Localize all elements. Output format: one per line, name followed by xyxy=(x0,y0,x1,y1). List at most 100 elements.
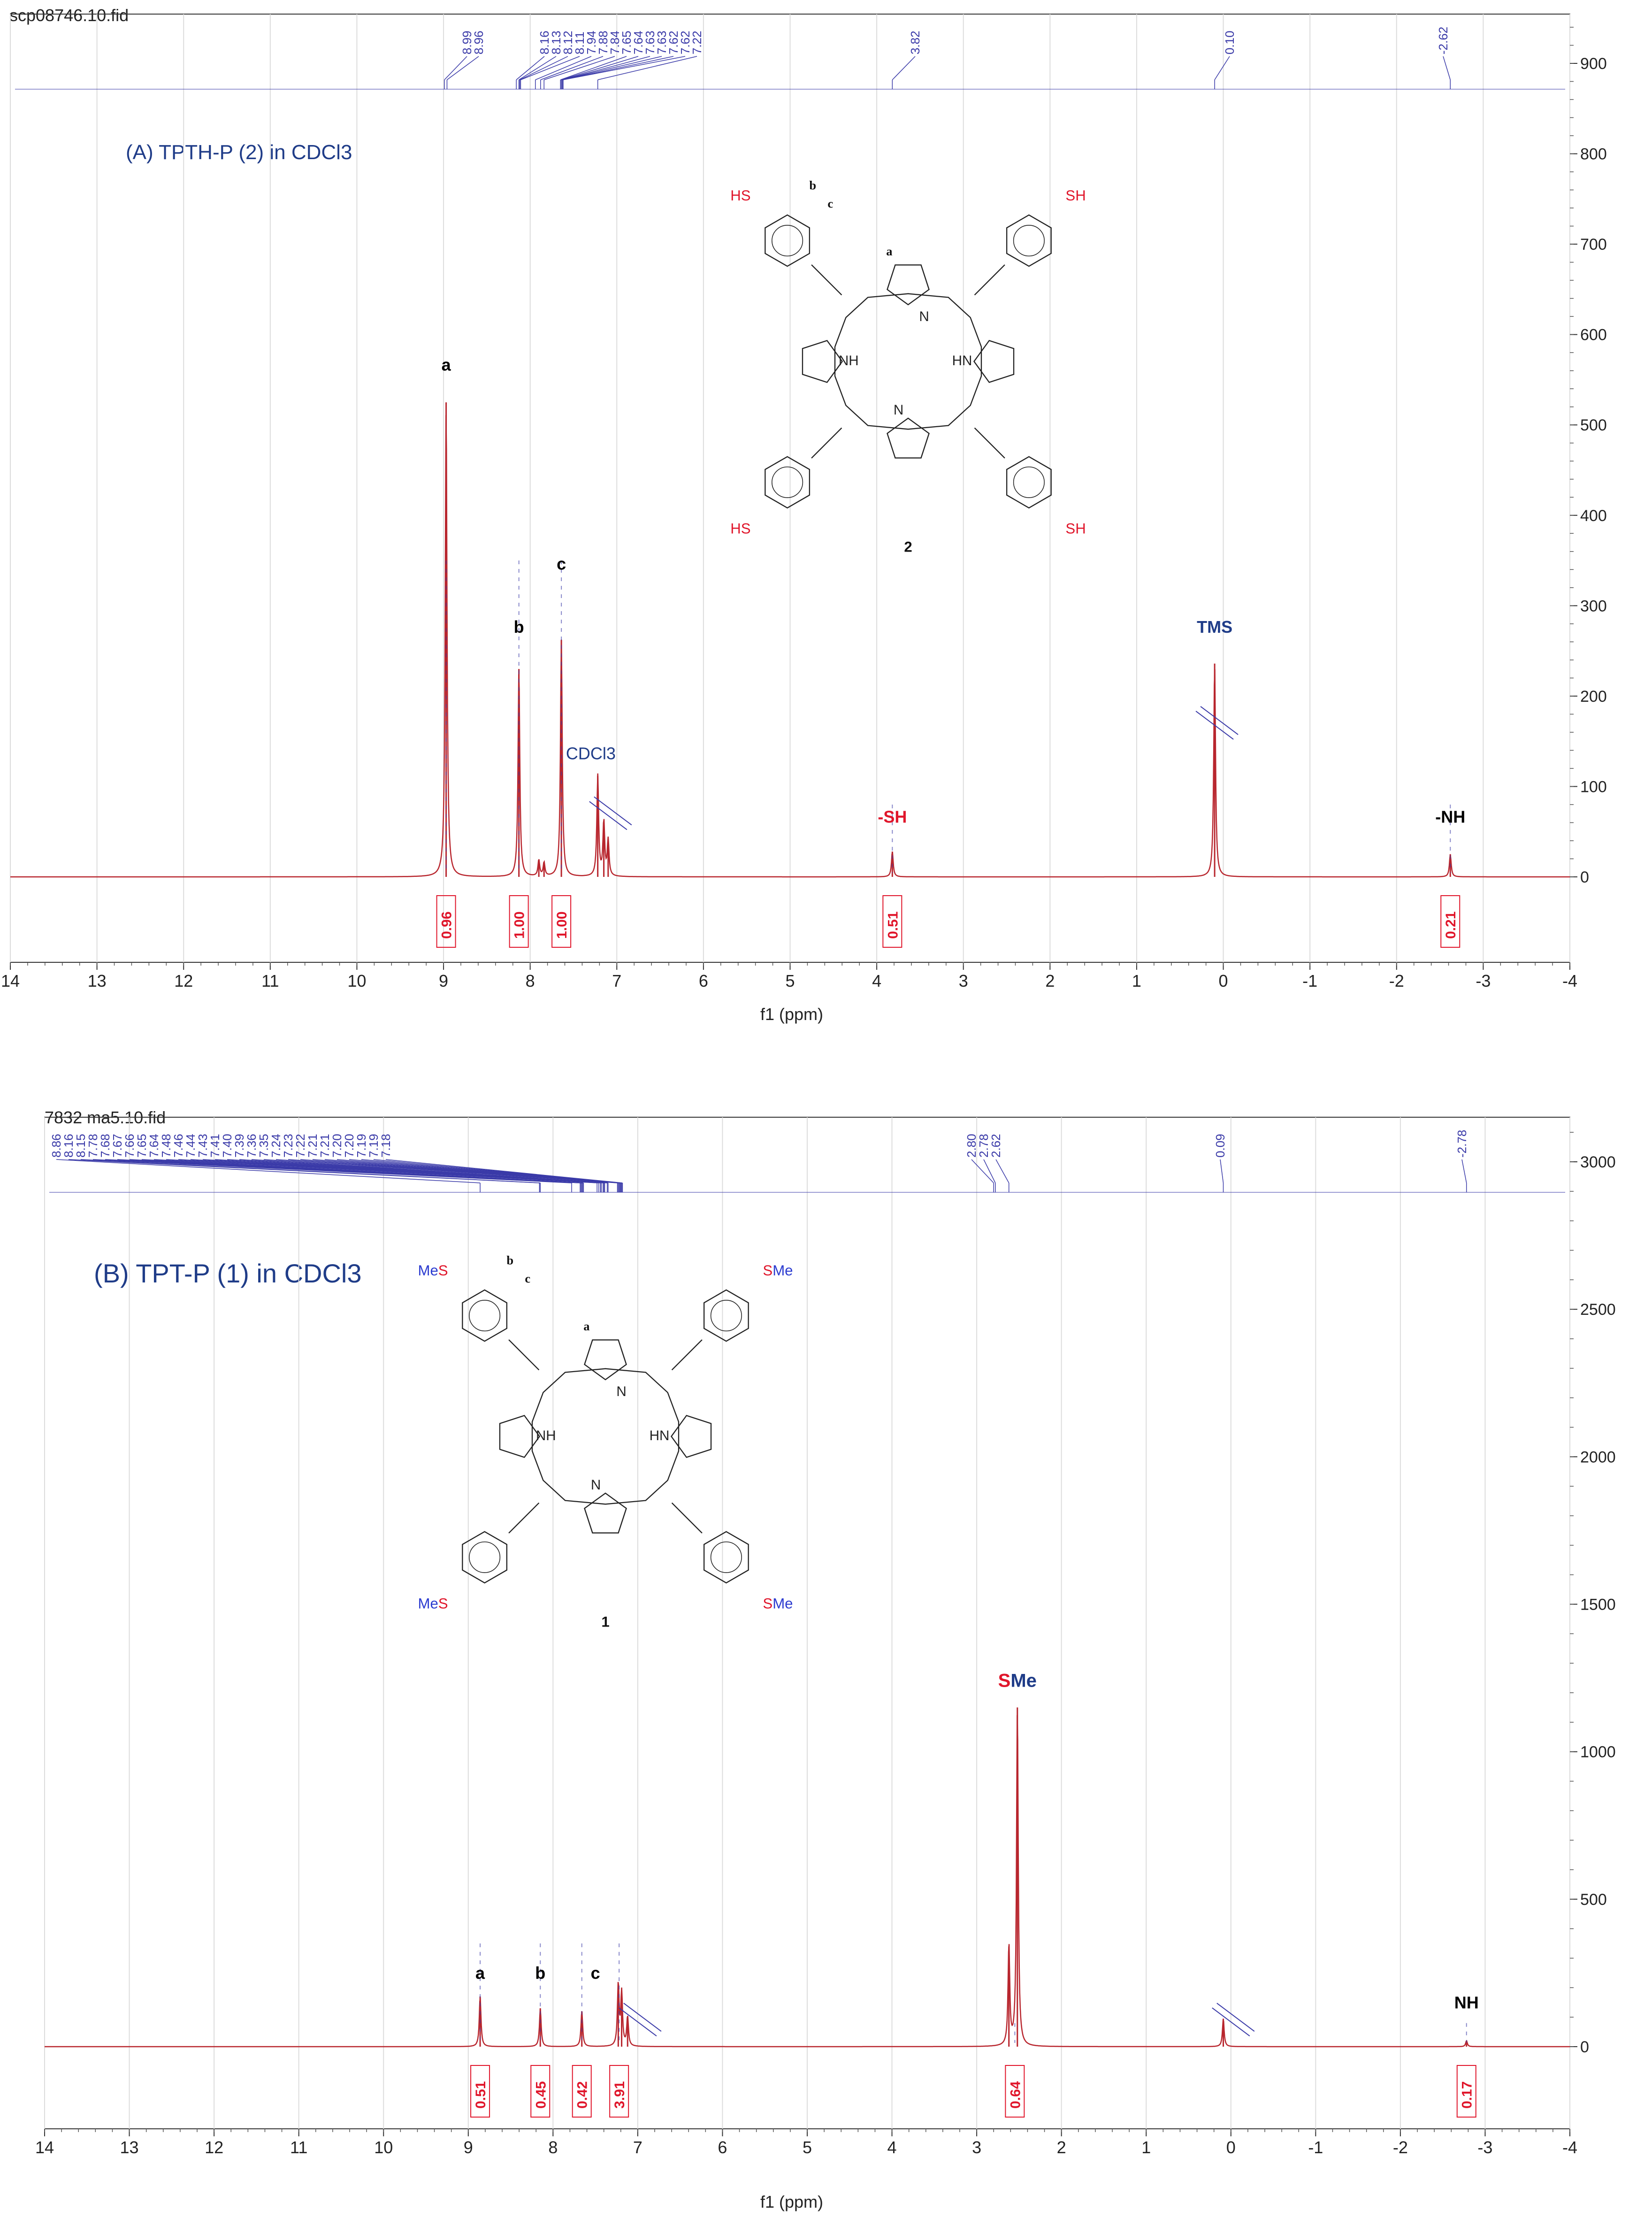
x-tick-label: 10 xyxy=(347,971,366,990)
peak-shift-label: -2.62 xyxy=(1436,27,1450,54)
x-tick-label: 13 xyxy=(120,2138,139,2157)
meso-bond xyxy=(811,427,842,459)
spectrum-panel-b: 7832 ma5.10.fid (B) TPT-P (1) in CDCl3 1… xyxy=(0,1089,1652,2218)
pyrrole-ring xyxy=(973,340,1015,383)
aromatic-circle xyxy=(1013,225,1045,257)
x-tick-label: 11 xyxy=(290,2138,307,2157)
x-tick-label: 11 xyxy=(261,971,279,990)
peak-shift-label: 7.40 xyxy=(220,1134,234,1158)
y-tick-label: 3000 xyxy=(1580,1153,1616,1171)
truncation-mark xyxy=(1195,711,1234,740)
peak-shift-label: 8.99 xyxy=(460,31,474,54)
integral-value: 1.00 xyxy=(512,912,528,939)
integral-box xyxy=(572,2065,592,2118)
peak-label-leader xyxy=(385,1159,623,1183)
y-tick-label: 100 xyxy=(1580,778,1607,796)
phenyl-ring xyxy=(765,456,811,509)
position-label: c xyxy=(525,1271,530,1285)
peak-label-leader xyxy=(562,56,662,80)
phenyl-ring xyxy=(1006,456,1052,509)
peak-shift-label: 7.39 xyxy=(232,1134,246,1158)
position-label: c xyxy=(827,196,833,210)
integral-box xyxy=(1005,2065,1025,2118)
integral-value: 0.45 xyxy=(533,2081,549,2109)
peak-label-leader xyxy=(560,56,627,80)
peak-label-leader xyxy=(563,56,686,80)
peak-shift-label: 8.15 xyxy=(74,1134,88,1158)
aromatic-circle xyxy=(469,1541,501,1573)
peak-shift-label: 7.66 xyxy=(122,1134,137,1158)
x-tick-label: 9 xyxy=(439,971,448,990)
peak-shift-label: 7.62 xyxy=(666,31,681,54)
x-tick-label: -4 xyxy=(1562,971,1577,990)
peak-shift-label: 7.78 xyxy=(86,1134,100,1158)
n-label: N xyxy=(591,1477,601,1493)
integral-box xyxy=(882,895,902,948)
peak-shift-label: 8.86 xyxy=(49,1134,63,1158)
meso-bond xyxy=(974,427,1005,459)
x-tick-label: 12 xyxy=(205,2138,223,2157)
nh-label: NH xyxy=(536,1428,556,1443)
x-tick-label: 2 xyxy=(1045,971,1055,990)
peak-annotation: CDCl3 xyxy=(566,744,616,763)
x-tick-label: 7 xyxy=(612,971,621,990)
peak-label-leader xyxy=(563,56,674,80)
x-tick-label: 14 xyxy=(1,971,20,990)
peak-shift-label: 7.23 xyxy=(281,1134,295,1158)
y-tick-label: 600 xyxy=(1580,326,1607,344)
x-tick-label: 4 xyxy=(887,2138,897,2157)
integral-group: 0.42 xyxy=(572,2065,592,2118)
nmr-spectrum-b: 14 13 12 11 10 9 8 7 6 5 4 3 2 1 0 -1 -2 -3 -4050010001500… xyxy=(35,1117,1616,2157)
n-label: N xyxy=(616,1384,626,1399)
x-tick-label: 12 xyxy=(174,971,193,990)
integral-value: 0.96 xyxy=(439,912,455,939)
x-tick-label: -2 xyxy=(1393,2138,1408,2157)
peak-shift-label: 7.63 xyxy=(655,31,669,54)
integral-group: 3.91 xyxy=(609,2065,629,2118)
peak-shift-label: 7.36 xyxy=(245,1134,259,1158)
phenyl-ring xyxy=(462,1289,508,1342)
truncation-mark xyxy=(619,2007,657,2037)
truncation-mark xyxy=(1200,706,1239,735)
y-tick-label: 700 xyxy=(1580,236,1607,253)
position-label: b xyxy=(506,1253,513,1267)
x-tick-label: 3 xyxy=(959,971,968,990)
x-tick-label: 8 xyxy=(526,971,535,990)
substituent-label: SH xyxy=(1065,521,1086,537)
meso-bond xyxy=(974,264,1005,296)
peak-shift-label: 7.24 xyxy=(269,1134,283,1158)
integral-box xyxy=(1440,895,1461,948)
peak-label-leader xyxy=(519,56,557,80)
peak-shift-label: 7.41 xyxy=(208,1134,222,1158)
peak-label-leader xyxy=(971,1159,994,1183)
phenyl-ring xyxy=(765,214,811,267)
hn-label: HN xyxy=(952,353,972,368)
peak-label-leader xyxy=(56,1159,481,1183)
phenyl-ring xyxy=(1006,214,1052,267)
truncation-mark xyxy=(1212,2007,1250,2037)
aromatic-circle xyxy=(469,1300,501,1332)
x-tick-label: -4 xyxy=(1562,2138,1577,2157)
position-label: a xyxy=(583,1319,589,1333)
meso-bond xyxy=(811,264,842,296)
meso-bond xyxy=(508,1339,540,1371)
peak-shift-label: 8.11 xyxy=(573,31,587,54)
substituent-label: SMe xyxy=(763,1262,793,1279)
peak-shift-label: 7.64 xyxy=(147,1134,161,1158)
integral-box xyxy=(436,895,456,948)
integral-box xyxy=(530,2065,551,2118)
meso-bond xyxy=(671,1339,703,1371)
x-tick-label: 8 xyxy=(548,2138,558,2157)
x-tick-label: 14 xyxy=(35,2138,54,2157)
peak-shift-label: 7.88 xyxy=(596,31,610,54)
peak-label-leader xyxy=(1461,1159,1467,1183)
n-label: N xyxy=(919,309,929,324)
aromatic-circle xyxy=(1013,466,1045,498)
peak-shift-label: 7.64 xyxy=(631,31,645,54)
peak-shift-label: 7.20 xyxy=(330,1134,344,1158)
peak-shift-label: 7.65 xyxy=(620,31,634,54)
x-axis-label: f1 (ppm) xyxy=(760,2192,824,2211)
peak-shift-label: 7.65 xyxy=(135,1134,149,1158)
peak-label-leader xyxy=(540,56,604,80)
integral-value: 0.21 xyxy=(1443,912,1459,939)
